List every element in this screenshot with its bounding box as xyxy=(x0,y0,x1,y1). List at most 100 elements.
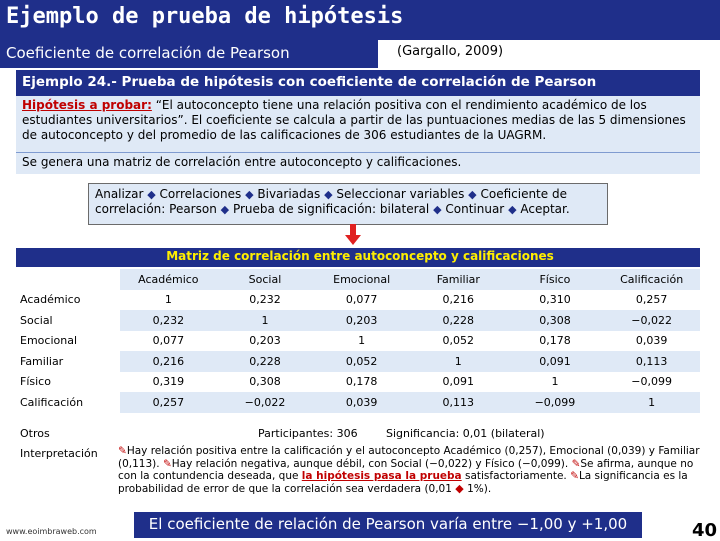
menu-step: Seleccionar variables xyxy=(336,187,465,201)
footer-text: El coeficiente de relación de Pearson va… xyxy=(148,515,628,533)
matrix-header-row: Académico Social Emocional Familiar Físi… xyxy=(16,269,700,290)
menu-path-box: Analizar ◆ Correlaciones ◆ Bivariadas ◆ … xyxy=(88,183,608,225)
others-label: Otros xyxy=(20,427,50,440)
diamond-icon: ◆ xyxy=(245,188,254,201)
significance-text: Significancia: 0,01 (bilateral) xyxy=(386,427,545,440)
table-cell: 1 xyxy=(358,334,366,348)
matrix-title: Matriz de correlación entre autoconcepto… xyxy=(166,249,554,263)
table-cell: 0,052 xyxy=(442,334,475,348)
table-row: Emocional 0,077 0,203 1 0,052 0,178 0,03… xyxy=(16,330,700,351)
highlight-text: la hipótesis pasa la prueba xyxy=(301,470,462,482)
table-cell: 0,232 xyxy=(120,310,217,331)
diamond-icon: ◆ xyxy=(147,188,156,201)
menu-step: Analizar xyxy=(95,187,144,201)
table-cell: 0,039 xyxy=(635,334,668,348)
table-row: Físico 0,319 0,308 0,178 0,091 1 −0,099 xyxy=(16,371,700,392)
table-cell: 0,052 xyxy=(313,351,410,372)
interpretation-sentence: Hay relación positiva entre la calificac… xyxy=(118,445,700,470)
page-subtitle: Coeficiente de correlación de Pearson xyxy=(6,44,290,62)
table-cell: 1 xyxy=(603,392,700,413)
column-header: Emocional xyxy=(313,269,410,290)
table-cell: 0,232 xyxy=(249,293,281,307)
table-cell: 1 xyxy=(164,293,172,307)
table-cell: 0,228 xyxy=(409,310,507,331)
table-cell: 0,203 xyxy=(249,334,281,348)
menu-step: Bivariadas xyxy=(257,187,321,201)
correlation-matrix: Académico Social Emocional Familiar Físi… xyxy=(16,269,700,413)
column-header: Académico xyxy=(120,269,217,290)
hypothesis-label: Hipótesis a probar: xyxy=(22,98,152,112)
subtitle-bar xyxy=(0,40,378,68)
column-header: Físico xyxy=(506,269,604,290)
interpretation-sentence: La significancia es la probabilidad de e… xyxy=(118,470,688,495)
hypothesis-text: “El autoconcepto tiene una relación posi… xyxy=(22,98,686,142)
corner-cell xyxy=(16,269,120,290)
title-bar xyxy=(0,0,720,40)
table-cell: 0,319 xyxy=(152,375,185,389)
table-cell: 0,091 xyxy=(442,375,475,389)
diamond-icon: ◆ xyxy=(468,188,477,201)
table-cell: 1 xyxy=(216,310,314,331)
bullet-icon: ✎ xyxy=(118,445,127,457)
down-arrow-icon xyxy=(345,224,361,245)
row-label: Calificación xyxy=(16,392,120,413)
bullet-icon: ✎ xyxy=(162,457,172,470)
table-cell: 1 xyxy=(409,351,507,372)
matrix-header-bar xyxy=(16,248,700,267)
matrix-note: Se genera una matriz de correlación entr… xyxy=(22,155,462,169)
table-cell: 1 xyxy=(551,375,559,389)
table-row: Familiar 0,216 0,228 0,052 1 0,091 0,113 xyxy=(16,351,700,372)
table-cell: −0,099 xyxy=(506,392,604,413)
row-label: Familiar xyxy=(16,351,120,372)
table-cell: −0,022 xyxy=(216,392,314,413)
table-cell: 0,077 xyxy=(152,334,185,348)
table-cell: 0,228 xyxy=(216,351,314,372)
table-cell: −0,022 xyxy=(603,310,700,331)
table-cell: 0,203 xyxy=(313,310,410,331)
table-cell: 0,216 xyxy=(442,293,475,307)
table-row: Calificación 0,257 −0,022 0,039 0,113 −0… xyxy=(16,392,700,413)
participants-text: Participantes: 306 xyxy=(258,427,358,440)
row-label: Académico xyxy=(16,289,120,310)
table-cell: 0,216 xyxy=(120,351,217,372)
column-header: Calificación xyxy=(603,269,700,290)
row-label: Físico xyxy=(16,371,120,392)
website-link[interactable]: www.eoimbraweb.com xyxy=(6,527,97,536)
table-cell: 0,113 xyxy=(409,392,507,413)
table-cell: −0,099 xyxy=(631,375,672,389)
menu-step: Coeficiente de correlación: Pearson xyxy=(95,187,567,216)
diamond-icon: ◆ xyxy=(455,481,464,495)
table-row: Académico 1 0,232 0,077 0,216 0,310 0,25… xyxy=(16,289,700,310)
diamond-icon: ◆ xyxy=(508,203,517,216)
interpretation-sentence: Hay relación negativa, aunque débil, con… xyxy=(171,457,572,470)
table-cell: 0,178 xyxy=(345,375,378,389)
hypothesis-paragraph: Hipótesis a probar: “El autoconcepto tie… xyxy=(22,98,692,143)
column-header: Familiar xyxy=(409,269,507,290)
example-title: Ejemplo 24.- Prueba de hipótesis con coe… xyxy=(22,74,597,90)
example-header-bar xyxy=(16,70,700,96)
table-cell: 0,178 xyxy=(539,334,571,348)
table-cell: 0,077 xyxy=(345,293,378,307)
bullet-icon: ✎ xyxy=(570,470,579,482)
menu-step: Aceptar. xyxy=(520,202,570,216)
row-label: Social xyxy=(16,310,120,331)
bullet-icon: ✎ xyxy=(571,457,581,470)
interpretation-text: ✎Hay relación positiva entre la califica… xyxy=(118,445,703,495)
menu-step: Prueba de significación: bilateral xyxy=(232,202,430,216)
table-cell: 0,257 xyxy=(120,392,217,413)
column-header: Social xyxy=(216,269,314,290)
diamond-icon: ◆ xyxy=(220,203,230,216)
diamond-icon: ◆ xyxy=(324,188,333,201)
source-citation: (Gargallo, 2009) xyxy=(397,44,504,59)
table-cell: 0,039 xyxy=(313,392,410,413)
row-label: Emocional xyxy=(16,330,120,351)
interpretation-sentence: satisfactoriamente. xyxy=(461,470,571,482)
diamond-icon: ◆ xyxy=(433,203,442,216)
table-cell: 0,308 xyxy=(249,375,281,389)
menu-step: Continuar xyxy=(445,202,505,216)
footer-banner xyxy=(134,512,642,538)
interpretation-sentence: 1%). xyxy=(463,482,492,495)
table-cell: 0,091 xyxy=(506,351,604,372)
table-cell: 0,113 xyxy=(603,351,700,372)
interpretation-sentence: Se afirma, aunque no con la contundencia… xyxy=(118,457,694,483)
